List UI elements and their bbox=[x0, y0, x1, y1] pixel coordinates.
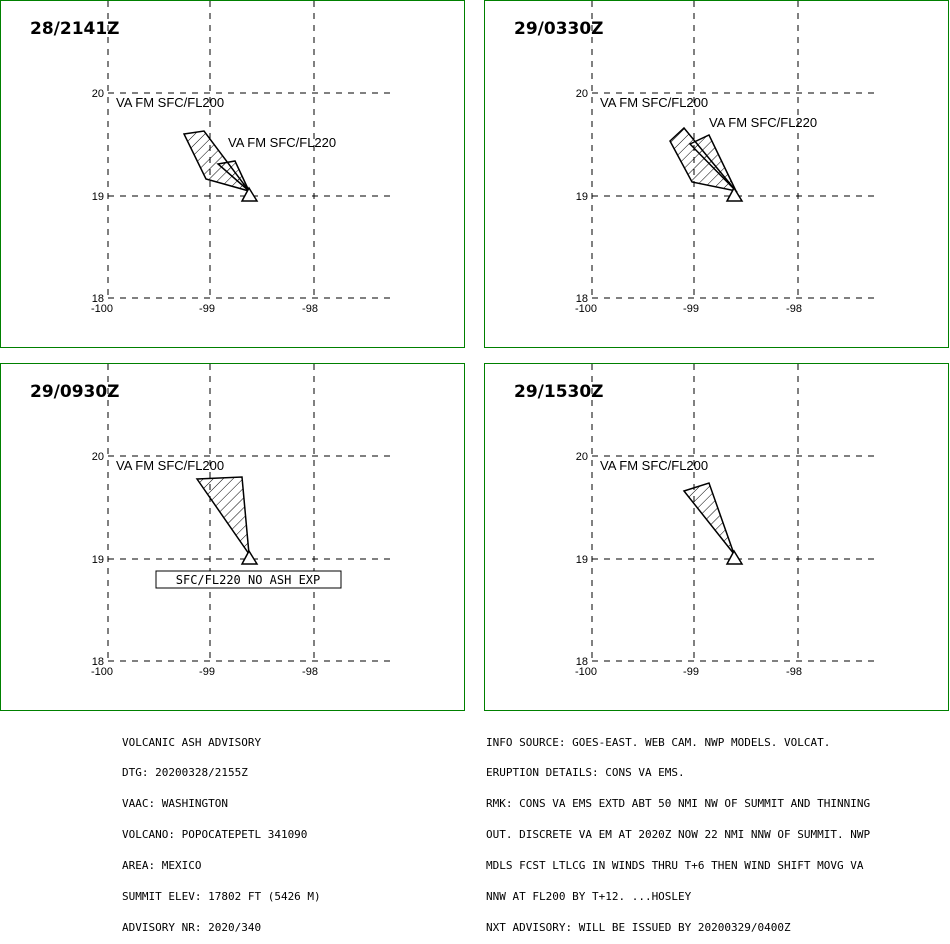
valid-time: 29/1530Z bbox=[514, 382, 604, 402]
lon-label-100: -100 bbox=[575, 666, 597, 678]
advisory-line: VOLCANIC ASH ADVISORY bbox=[122, 735, 262, 749]
advisory-line: NXT ADVISORY: WILL BE ISSUED BY 20200329… bbox=[486, 920, 791, 934]
lon-label-99: -99 bbox=[199, 666, 215, 678]
advisory-line: RMK: CONS VA EMS EXTD ABT 50 NMI NW OF S… bbox=[486, 797, 871, 811]
map-2: 20 19 18 -100 -99 -98 VA FM SFC/FL200 VA… bbox=[575, 1, 880, 315]
advisory-line: AREA: MEXICO bbox=[122, 859, 202, 873]
advisory-line: ERUPTION DETAILS: CONS VA EMS. bbox=[486, 766, 685, 780]
map-1: 20 19 18 -100 -99 -98 VA FM SFC/FL200 VA… bbox=[91, 1, 396, 315]
forecast-panel-1: 20 19 18 -100 -99 -98 VA FM SFC/FL200 VA… bbox=[0, 0, 465, 348]
valid-time: 29/0930Z bbox=[30, 382, 120, 402]
volcano-icon bbox=[240, 186, 259, 202]
lon-label-98: -98 bbox=[302, 303, 318, 315]
lat-label-19: 19 bbox=[576, 191, 588, 203]
advisory-line: DTG: 20200328/2155Z bbox=[122, 766, 248, 780]
ash-area-fl220 bbox=[216, 160, 250, 192]
map-4: 20 19 18 -100 -99 -98 VA FM SFC/FL200 bbox=[575, 364, 880, 678]
lon-label-99: -99 bbox=[683, 303, 699, 315]
lon-label-100: -100 bbox=[91, 666, 113, 678]
lon-label-98: -98 bbox=[302, 666, 318, 678]
ash-label-fl220: VA FM SFC/FL220 bbox=[228, 135, 336, 150]
volcano-icon bbox=[240, 549, 259, 565]
lat-label-18: 18 bbox=[92, 656, 104, 668]
volcano-icon bbox=[725, 549, 744, 565]
lat-label-18: 18 bbox=[576, 656, 588, 668]
advisory-line: ADVISORY NR: 2020/340 bbox=[122, 920, 262, 934]
ash-label-fl200: VA FM SFC/FL200 bbox=[600, 458, 708, 473]
advisory-line: OUT. DISCRETE VA EM AT 2020Z NOW 22 NMI … bbox=[486, 828, 871, 842]
ash-label-fl200: VA FM SFC/FL200 bbox=[116, 95, 224, 110]
advisory-line: NNW AT FL200 BY T+12. ...HOSLEY bbox=[486, 890, 692, 904]
forecast-panel-2: 20 19 18 -100 -99 -98 VA FM SFC/FL200 VA… bbox=[484, 0, 949, 348]
lat-label-20: 20 bbox=[576, 451, 588, 463]
lat-label-20: 20 bbox=[92, 451, 104, 463]
valid-time: 29/0330Z bbox=[514, 19, 604, 39]
lat-label-20: 20 bbox=[576, 88, 588, 100]
lat-label-20: 20 bbox=[92, 88, 104, 100]
ash-area-fl200 bbox=[682, 482, 735, 555]
volcano-icon bbox=[725, 186, 744, 202]
ash-label-fl200: VA FM SFC/FL200 bbox=[600, 95, 708, 110]
advisory-remarks: INFO SOURCE: GOES-EAST. WEB CAM. NWP MOD… bbox=[486, 717, 870, 944]
lon-label-100: -100 bbox=[91, 303, 113, 315]
lat-label-19: 19 bbox=[92, 191, 104, 203]
lat-label-19: 19 bbox=[92, 554, 104, 566]
lat-label-18: 18 bbox=[576, 293, 588, 305]
advisory-line: INFO SOURCE: GOES-EAST. WEB CAM. NWP MOD… bbox=[486, 735, 831, 749]
ash-area-fl200 bbox=[195, 476, 251, 557]
advisory-line: VOLCANO: POPOCATEPETL 341090 bbox=[122, 828, 308, 842]
advisory-header: VOLCANIC ASH ADVISORY DTG: 20200328/2155… bbox=[122, 717, 321, 944]
advisory-line: MDLS FCST LTLCG IN WINDS THRU T+6 THEN W… bbox=[486, 859, 864, 873]
lon-label-100: -100 bbox=[575, 303, 597, 315]
no-ash-note: SFC/FL220 NO ASH EXP bbox=[176, 573, 321, 587]
valid-time: 28/2141Z bbox=[30, 19, 120, 39]
lon-label-99: -99 bbox=[683, 666, 699, 678]
advisory-line: VAAC: WASHINGTON bbox=[122, 797, 228, 811]
no-ash-box bbox=[155, 570, 342, 589]
ash-area-fl220 bbox=[688, 134, 737, 192]
lat-label-19: 19 bbox=[576, 554, 588, 566]
map-3: SFC/FL220 NO ASH EXP 20 19 18 -100 -99 -… bbox=[91, 364, 396, 678]
forecast-panel-3: SFC/FL220 NO ASH EXP 20 19 18 -100 -99 -… bbox=[0, 363, 465, 711]
forecast-panel-4: 20 19 18 -100 -99 -98 VA FM SFC/FL200 29… bbox=[484, 363, 949, 711]
lon-label-99: -99 bbox=[199, 303, 215, 315]
lat-label-18: 18 bbox=[92, 293, 104, 305]
ash-label-fl220: VA FM SFC/FL220 bbox=[709, 115, 817, 130]
lon-label-98: -98 bbox=[786, 303, 802, 315]
lon-label-98: -98 bbox=[786, 666, 802, 678]
ash-label-fl200: VA FM SFC/FL200 bbox=[116, 458, 224, 473]
advisory-line: SUMMIT ELEV: 17802 FT (5426 M) bbox=[122, 890, 321, 904]
